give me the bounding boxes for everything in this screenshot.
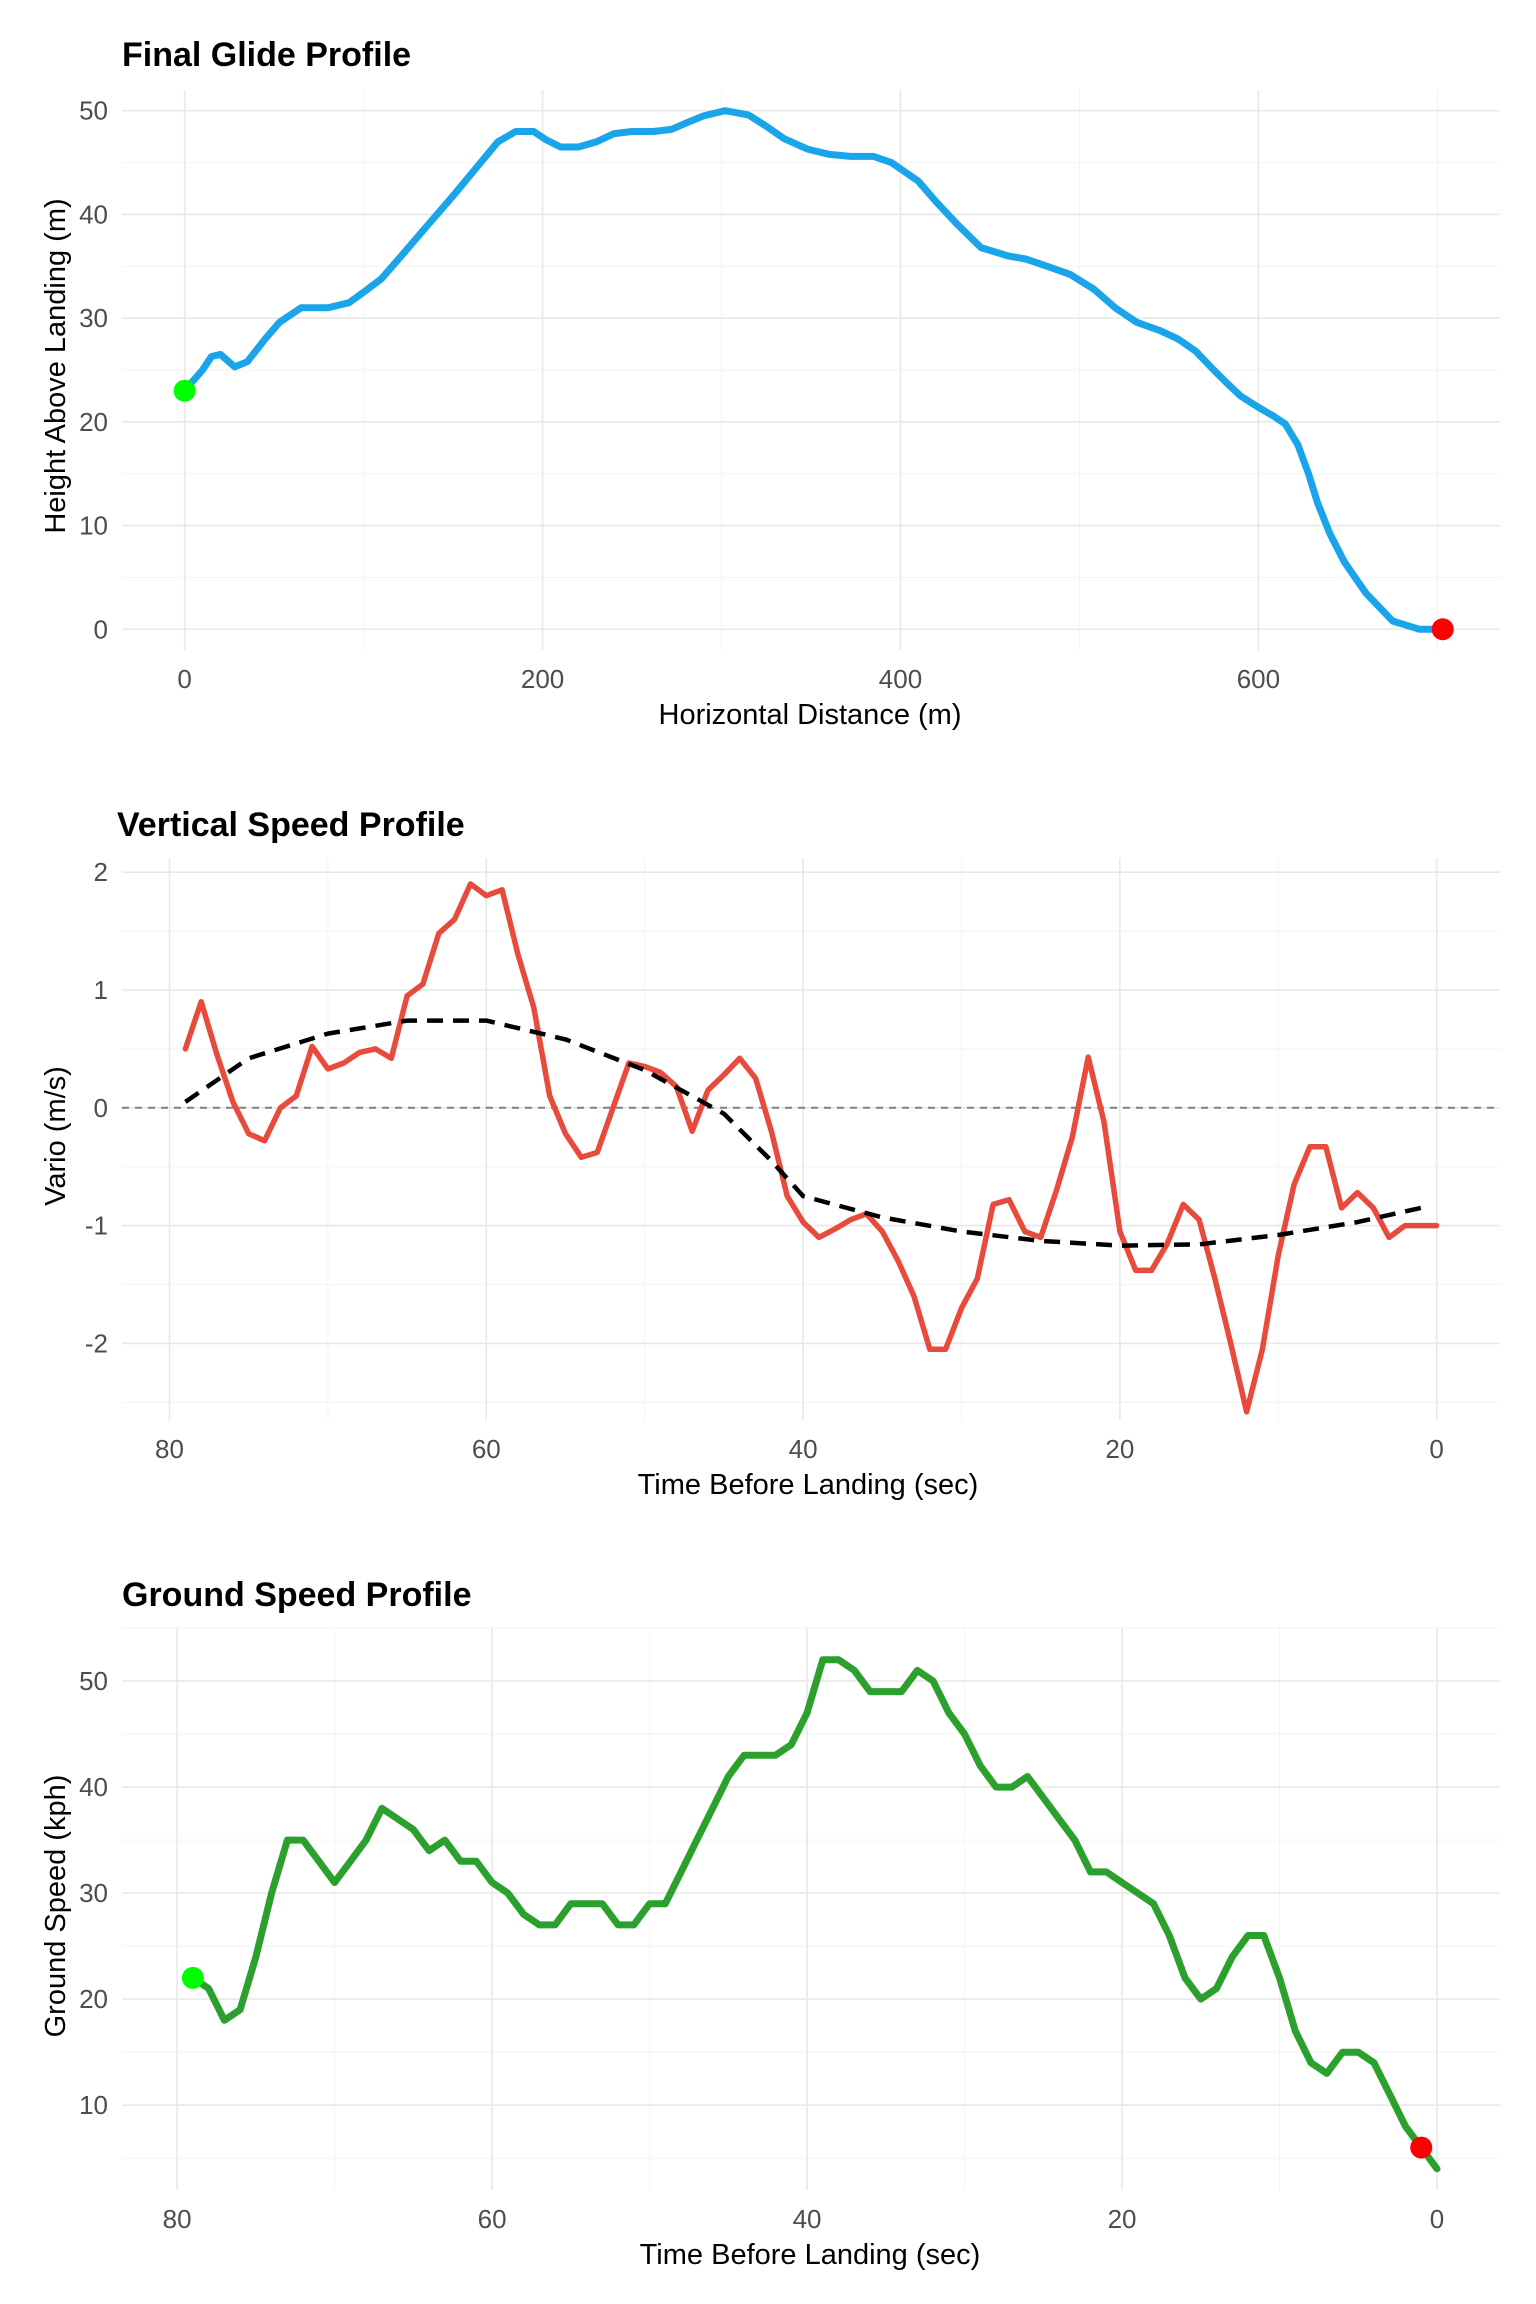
vario-y-tick-label: 0 (94, 1093, 108, 1123)
ground-speed-x-tick-label: 80 (163, 2204, 192, 2234)
ground-speed-end-marker (1410, 2136, 1433, 2159)
glide-x-tick-label: 400 (879, 664, 922, 694)
glide-chart: Final Glide Profile 0 200 400 600 0 10 20 30 40 5… (40, 36, 1500, 731)
glide-end-marker (1431, 618, 1454, 641)
vario-chart: Vertical Speed Profile 80 60 40 20 0-2-1012 … (40, 806, 1500, 1501)
ground-speed-start-marker (181, 1966, 204, 1989)
vario-x-tick-label: 0 (1429, 1434, 1443, 1464)
glide-x-tick-label: 600 (1237, 664, 1280, 694)
glide-chart-markers (173, 379, 1454, 641)
vario-x-tick-label: 40 (789, 1434, 818, 1464)
ground-speed-y-tick-label: 40 (79, 1772, 108, 1802)
vario-y-tick-label: -2 (85, 1328, 108, 1358)
vario-x-tick-label: 80 (155, 1434, 184, 1464)
ground-speed-y-tick-label: 20 (79, 1984, 108, 2014)
vario-chart-series (182, 881, 1440, 1415)
ground-speed-y-tick-label: 30 (79, 1878, 108, 1908)
glide-chart-title: Final Glide Profile (122, 36, 411, 74)
ground-speed-chart-y-axis-label: Ground Speed (kph) (40, 1775, 72, 2038)
glide-y-tick-label: 50 (79, 96, 108, 126)
ground-speed-chart-title: Ground Speed Profile (122, 1576, 471, 1614)
glide-y-tick-label: 10 (79, 511, 108, 541)
glide-chart-y-axis-label: Height Above Landing (m) (40, 198, 72, 533)
ground-speed-x-tick-label: 20 (1108, 2204, 1137, 2234)
glide-chart-x-axis-label: Horizontal Distance (m) (659, 699, 962, 731)
ground-speed-chart-x-axis-label: Time Before Landing (sec) (640, 2239, 981, 2271)
ground-speed-x-tick-label: 40 (793, 2204, 822, 2234)
glide-y-tick-label: 30 (79, 303, 108, 333)
vario-series-line (182, 881, 1440, 1415)
vario-chart-gridlines (122, 858, 1500, 1420)
vario-x-tick-label: 20 (1105, 1434, 1134, 1464)
vario-y-tick-label: -1 (85, 1211, 108, 1241)
ground-speed-y-tick-label: 50 (79, 1666, 108, 1696)
glide-chart-gridlines (122, 90, 1500, 650)
vario-y-tick-label: 1 (94, 975, 108, 1005)
ground-speed-chart-series (189, 1656, 1441, 2173)
glide-y-tick-label: 40 (79, 199, 108, 229)
vario-chart-y-axis-label: Vario (m/s) (40, 1066, 72, 1206)
ground-speed-x-tick-label: 60 (478, 2204, 507, 2234)
vario-chart-title: Vertical Speed Profile (117, 806, 465, 844)
glide-y-tick-label: 0 (94, 614, 108, 644)
ground-speed-series-line (189, 1656, 1441, 2173)
ground-speed-chart: Ground Speed Profile 80 60 40 20 0 10 20 30 40 50… (40, 1576, 1500, 2271)
glide-chart-series (181, 107, 1447, 633)
glide-x-tick-label: 0 (177, 664, 191, 694)
vario-x-tick-label: 60 (472, 1434, 501, 1464)
glide-y-tick-label: 20 (79, 407, 108, 437)
vario-chart-tick-labels: 80 60 40 20 0 -2 -1 0 1 2 (85, 857, 1444, 1464)
ground-speed-x-tick-label: 0 (1430, 2204, 1444, 2234)
ground-speed-y-tick-label: 10 (79, 2090, 108, 2120)
vario-y-tick-label: 2 (94, 857, 108, 887)
vario-chart-x-axis-label: Time Before Landing (sec) (638, 1469, 979, 1501)
ground-speed-chart-tick-labels: 80 60 40 20 0 10 20 30 40 50 (79, 1666, 1444, 2234)
vario-trend-line (184, 1018, 1422, 1248)
glide-series-line (181, 107, 1447, 633)
glide-x-tick-label: 200 (521, 664, 564, 694)
ground-speed-chart-gridlines (122, 1627, 1500, 2190)
ground-speed-chart-markers (181, 1966, 1433, 2159)
glide-start-marker (173, 379, 196, 402)
glide-chart-tick-labels: 0 200 400 600 0 10 20 30 40 50 (79, 96, 1280, 694)
